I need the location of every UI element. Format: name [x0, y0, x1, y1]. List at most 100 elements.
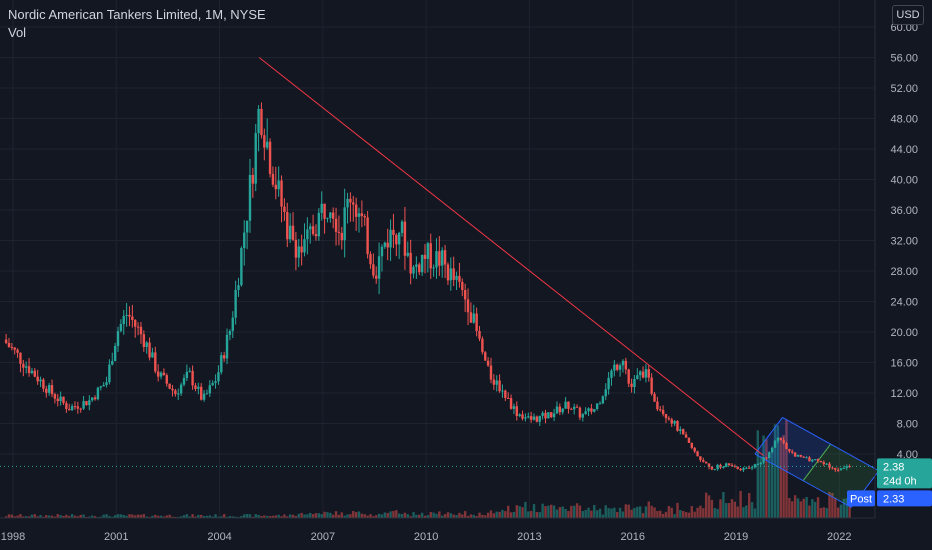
volume-bar — [429, 512, 432, 518]
y-tick-label: 40.00 — [890, 175, 918, 187]
candle-body — [277, 180, 280, 190]
volume-bar — [380, 514, 384, 518]
candle-body — [389, 229, 392, 248]
volume-bar — [481, 514, 484, 518]
candle-body — [225, 334, 229, 359]
volume-bar — [389, 511, 392, 518]
volume-bar — [819, 508, 823, 518]
volume-bar — [839, 504, 843, 518]
volume-bar — [320, 514, 323, 518]
volume-bar — [575, 503, 579, 518]
y-tick-label: 60.00 — [890, 22, 918, 34]
candle-body — [796, 454, 800, 457]
volume-bar — [271, 515, 275, 518]
volume-bar — [412, 512, 415, 518]
candle-body — [492, 379, 496, 385]
candle-body — [111, 360, 114, 365]
volume-bar — [128, 514, 131, 518]
axes: 60.00 56.00 52.00 48.00 44.00 40.00 36.00 32.00… — [0, 0, 918, 543]
candle-body — [501, 390, 504, 392]
candle-body — [779, 437, 782, 441]
volume-bar — [653, 507, 656, 518]
candle-body — [185, 371, 189, 379]
volume-bar — [179, 516, 183, 518]
volume-bar — [159, 515, 163, 518]
candle-body — [156, 371, 160, 377]
candle-body — [567, 401, 570, 409]
volume-bar — [501, 509, 504, 518]
volume-bar — [793, 495, 797, 518]
volume-bar — [621, 511, 625, 518]
candle-body — [788, 449, 791, 452]
candle-body — [228, 330, 232, 335]
candle-body — [380, 246, 384, 257]
volume-bar — [82, 514, 85, 518]
y-tick-label: 36.00 — [890, 205, 918, 217]
volume-bars — [4, 419, 851, 518]
volume-bar — [317, 513, 321, 518]
volume-bar — [529, 510, 533, 518]
candle-body — [670, 419, 673, 424]
volume-bar — [825, 508, 828, 518]
volume-bar — [696, 507, 699, 518]
candle-body — [68, 409, 71, 411]
candle-body — [59, 396, 62, 402]
volume-bar — [62, 515, 65, 518]
volume-bar — [616, 512, 619, 518]
volume-bar — [228, 516, 232, 518]
candle-body — [802, 456, 805, 458]
volume-bar — [687, 512, 691, 518]
candle-body — [354, 204, 358, 217]
candle-body — [793, 452, 797, 457]
volume-bar — [56, 514, 59, 518]
candle-body — [56, 398, 59, 402]
candle-body — [595, 403, 599, 410]
candle-body — [590, 408, 593, 412]
volume-bar — [188, 516, 191, 518]
candle-body — [825, 463, 828, 465]
candle-body — [220, 355, 223, 373]
volume-bar — [719, 499, 722, 518]
candle-body — [329, 212, 332, 218]
volume-bar — [438, 511, 441, 518]
candle-body — [638, 371, 642, 376]
candle-body — [475, 313, 478, 331]
trendline[interactable] — [258, 57, 764, 456]
volume-bar — [504, 511, 507, 518]
volume-bar — [446, 512, 450, 518]
volume-bar — [452, 514, 455, 518]
candle-body — [214, 381, 217, 384]
candle-body — [300, 246, 303, 253]
candle-body — [587, 408, 590, 412]
volume-bar — [27, 516, 31, 518]
candle-body — [93, 397, 97, 400]
candle-body — [521, 414, 524, 419]
currency-button[interactable]: USD — [892, 5, 924, 25]
candle-body — [650, 377, 653, 394]
candle-body — [337, 231, 341, 233]
candle-body — [506, 397, 510, 399]
candle-body — [607, 377, 610, 390]
candle-body — [136, 326, 140, 328]
candle-body — [392, 229, 395, 235]
post-price-badge — [877, 490, 932, 507]
candle-body — [260, 108, 263, 136]
volume-bar — [99, 516, 102, 518]
volume-bar — [68, 515, 71, 518]
volume-bar — [395, 510, 398, 518]
volume-bar — [254, 514, 257, 518]
volume-bar — [122, 514, 125, 518]
volume-bar — [288, 514, 292, 518]
volume-bar — [174, 516, 177, 518]
volume-bar — [251, 516, 255, 518]
volume-bar — [309, 512, 312, 518]
volume-bar — [673, 514, 676, 518]
candle-body — [343, 207, 346, 241]
volume-bar — [185, 514, 189, 518]
candle-body — [713, 469, 716, 471]
candle-body — [535, 416, 539, 422]
volume-bar — [463, 511, 467, 518]
volume-bar — [76, 516, 80, 518]
volume-bar — [644, 506, 648, 518]
